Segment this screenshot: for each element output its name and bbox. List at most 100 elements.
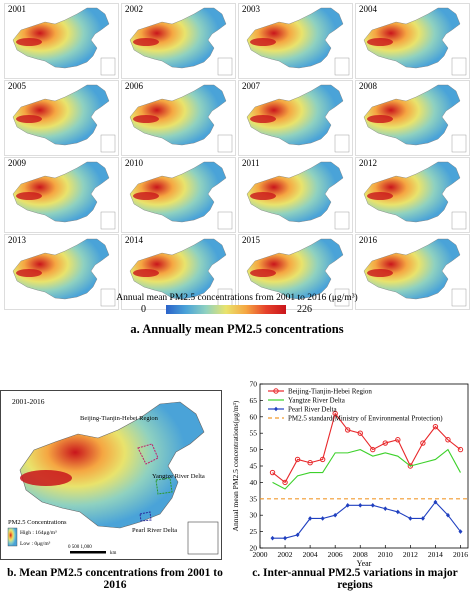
- data-point: [445, 437, 451, 443]
- colorbar: [166, 305, 286, 314]
- y-tick-label: 60: [250, 412, 258, 421]
- y-tick-label: 65: [250, 396, 258, 405]
- data-point: [383, 506, 388, 511]
- y-tick-label: 30: [250, 511, 258, 520]
- year-label: 2013: [7, 235, 27, 246]
- data-point: [370, 446, 376, 453]
- y-axis-label: Annual mean PM2.5 concentrations(μg/m³): [231, 400, 240, 531]
- y-tick-label: 55: [250, 429, 258, 438]
- colorbar-min-label: 0: [141, 304, 146, 315]
- x-axis-label: Year: [357, 559, 372, 568]
- year-map-2012: 2012: [355, 157, 470, 233]
- data-point: [357, 430, 363, 436]
- year-label: 2015: [241, 235, 261, 246]
- data-point: [283, 535, 288, 541]
- label-jjj: Beijing-Tianjin-Hebei Region: [80, 415, 159, 422]
- year-label: 2014: [124, 235, 144, 246]
- x-tick-label: 2006: [328, 550, 343, 559]
- legend-label: Pearl River Delta: [288, 406, 337, 414]
- x-tick-label: 2012: [403, 550, 418, 559]
- data-point: [432, 423, 439, 430]
- year-map-2013: 2013: [4, 234, 119, 310]
- year-map-2007: 2007: [238, 80, 353, 156]
- data-point: [395, 437, 401, 443]
- data-point: [345, 427, 351, 433]
- data-point: [270, 535, 275, 541]
- year-label: 2012: [358, 158, 378, 169]
- data-point: [308, 516, 313, 521]
- data-point: [457, 446, 464, 453]
- china-outline: [19, 401, 205, 529]
- y-tick-label: 35: [250, 494, 258, 503]
- legend-marker: [274, 406, 278, 412]
- data-point: [407, 463, 414, 469]
- inter-annual-chart-panel: 2000 2002 2004 2006 2008 2010 2012 2014 2016 20 25…: [230, 378, 474, 568]
- year-map-2011: 2011: [238, 157, 353, 233]
- data-point: [395, 509, 400, 515]
- mean-map: 2001-2016 Beijing-Tianjin-Hebei Region Y…: [0, 390, 222, 560]
- caption-c: c. Inter-annual PM2.5 variations in majo…: [252, 567, 458, 591]
- x-tick-label: 2002: [278, 550, 293, 559]
- prd-outline: [139, 511, 152, 522]
- data-point: [319, 456, 326, 463]
- legend-high-b: High : 164μg/m³: [20, 530, 57, 536]
- legend-title-b: PM2.5 Concentrations: [8, 519, 67, 526]
- caption-b: b. Mean PM2.5 concentrations from 2001 t…: [7, 567, 223, 591]
- legend-marker: [273, 388, 279, 394]
- year-label: 2003: [241, 4, 261, 15]
- jjj-outline: [137, 443, 159, 465]
- year-map-2014: 2014: [121, 234, 236, 310]
- y-tick-label: 20: [250, 544, 258, 553]
- data-point: [282, 479, 288, 486]
- year-map-2015: 2015: [238, 234, 353, 310]
- label-prd: Pearl River Delta: [132, 527, 177, 534]
- mean-map-panel: 2001-2016 Beijing-Tianjin-Hebei Region Y…: [0, 390, 222, 560]
- data-point: [332, 410, 338, 417]
- year-map-2002: 2002: [121, 3, 236, 79]
- year-label: 2008: [358, 81, 378, 92]
- y-tick-label: 45: [250, 462, 258, 471]
- annual-maps-panel: 2001 2002 2003 2004 2005 2006 2007 2008 2009 2010…: [4, 3, 470, 315]
- data-point: [307, 460, 313, 466]
- year-map-2016: 2016: [355, 234, 470, 310]
- legend-label: PM2.5 standard(Ministry of Environmental…: [288, 415, 443, 423]
- x-tick-label: 2004: [303, 550, 318, 559]
- year-label: 2010: [124, 158, 144, 169]
- y-tick-label: 40: [250, 478, 258, 487]
- year-label: 2002: [124, 4, 144, 15]
- yrd-outline: [155, 477, 173, 495]
- year-label: 2005: [7, 81, 27, 92]
- data-point: [294, 456, 301, 463]
- south-china-sea-inset: [187, 521, 219, 555]
- series-line: [272, 448, 461, 490]
- x-tick-label: 2016: [453, 550, 468, 559]
- year-label: 2007: [241, 81, 261, 92]
- legend-ramp-b: [7, 527, 18, 547]
- year-label: 2011: [241, 158, 261, 169]
- y-tick-label: 25: [250, 527, 258, 536]
- x-tick-label: 2008: [353, 550, 368, 559]
- year-map-2003: 2003: [238, 3, 353, 79]
- series-line: [272, 501, 461, 539]
- year-label: 2004: [358, 4, 378, 15]
- colorbar-title: Annual mean PM2.5 concentrations from 20…: [116, 293, 358, 303]
- x-tick-label: 2000: [253, 550, 268, 559]
- year-label: 2001: [7, 4, 27, 15]
- year-label: 2016: [358, 235, 378, 246]
- data-point: [382, 440, 389, 446]
- data-point: [420, 440, 426, 446]
- year-map-2009: 2009: [4, 157, 119, 233]
- legend-label: Yangtze River Delta: [288, 397, 346, 405]
- colorbar-max-label: 226: [297, 304, 312, 315]
- scale-unit: km: [110, 551, 117, 556]
- y-tick-label: 50: [250, 445, 258, 454]
- x-tick-label: 2010: [378, 550, 393, 559]
- year-label: 2009: [7, 158, 27, 169]
- scale-text: 0 500 1,000: [68, 545, 92, 550]
- data-point: [370, 503, 375, 508]
- scale-bar: [70, 551, 106, 554]
- data-point: [408, 516, 413, 521]
- year-map-2001: 2001: [4, 3, 119, 79]
- caption-a: a. Annually mean PM2.5 concentrations: [130, 322, 344, 336]
- x-tick-label: 2014: [428, 550, 443, 559]
